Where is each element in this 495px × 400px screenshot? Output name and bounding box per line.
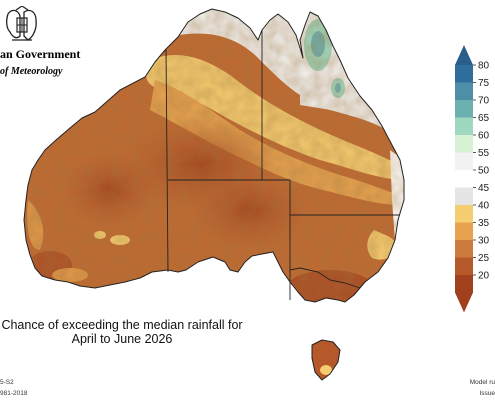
legend-swatch	[455, 222, 473, 241]
wa-border	[165, 49, 169, 273]
legend-swatch	[455, 82, 473, 101]
legend-tick-label: 40	[478, 201, 490, 212]
map-caption: Chance of exceeding the median rainfall …	[0, 318, 244, 346]
legend-arrow-bottom	[455, 292, 473, 313]
legend-tick-label: 45	[478, 183, 490, 194]
legend-swatch	[455, 240, 473, 258]
legend-swatch	[455, 275, 473, 293]
caption-line-1: Chance of exceeding the median rainfall …	[1, 318, 243, 332]
legend-swatch	[455, 117, 473, 136]
legend-tick-label: 55	[478, 148, 490, 159]
footer-right-line-2: Issue	[479, 390, 495, 397]
legend-swatch	[455, 135, 473, 153]
footer-right-line-1: Model ru	[469, 379, 495, 386]
legend-swatch	[455, 152, 473, 171]
legend-tick-label: 70	[478, 96, 490, 107]
legend-tick-label: 20	[478, 271, 490, 282]
footer-left-line-2: 981-2018	[0, 390, 28, 397]
probability-legend: 80 75 70 65 60 55 50 45 40 35 30 25 20	[455, 45, 490, 313]
footer-left-line-1: 5-S2	[0, 379, 14, 386]
coat-of-arms-icon	[6, 6, 37, 41]
caption-line-2: April to June 2026	[71, 332, 173, 346]
legend-swatch	[455, 65, 473, 83]
legend-arrow-top	[455, 45, 473, 65]
legend-tick-label: 80	[478, 61, 490, 72]
legend-tick-label: 75	[478, 78, 490, 89]
legend-swatch	[455, 187, 473, 206]
legend-swatch	[455, 100, 473, 118]
legend-tick-label: 30	[478, 236, 490, 247]
coastline	[23, 8, 405, 381]
nsw-vic-border	[289, 267, 361, 289]
legend-tick-label: 25	[478, 253, 490, 264]
legend-swatch	[455, 205, 473, 223]
legend-swatch	[455, 257, 473, 276]
state-borders	[165, 30, 400, 300]
legend-tick-label: 50	[478, 166, 490, 177]
header: an Government of Meteorology	[0, 0, 80, 90]
bureau-title: of Meteorology	[0, 66, 63, 77]
legend-swatch	[455, 170, 473, 188]
government-title: an Government	[0, 47, 81, 61]
legend-tick-label: 35	[478, 218, 490, 229]
legend-tick-label: 60	[478, 131, 490, 142]
legend-tick-label: 65	[478, 113, 490, 124]
